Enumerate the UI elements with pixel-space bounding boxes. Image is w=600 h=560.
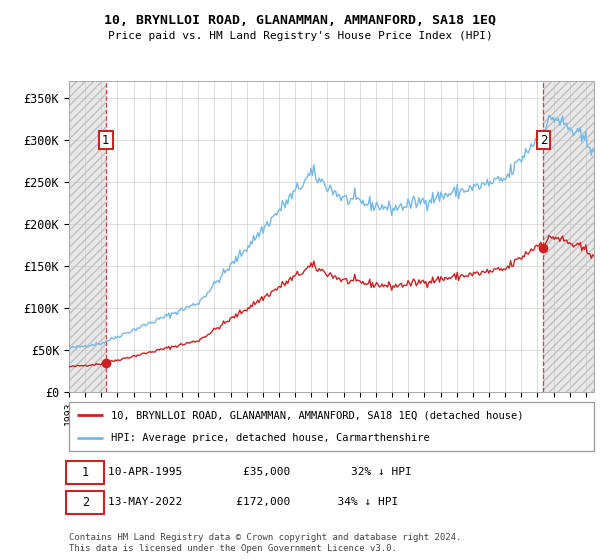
- Text: 1: 1: [82, 466, 89, 479]
- Bar: [69, 81, 106, 392]
- Text: 1: 1: [102, 133, 110, 147]
- Bar: [69, 81, 106, 392]
- Text: Contains HM Land Registry data © Crown copyright and database right 2024.
This d: Contains HM Land Registry data © Crown c…: [69, 533, 461, 553]
- FancyBboxPatch shape: [67, 461, 104, 484]
- Text: 10-APR-1995         £35,000         32% ↓ HPI: 10-APR-1995 £35,000 32% ↓ HPI: [109, 468, 412, 477]
- Text: 2: 2: [82, 496, 89, 509]
- Text: 2: 2: [539, 133, 547, 147]
- Text: 10, BRYNLLOI ROAD, GLANAMMAN, AMMANFORD, SA18 1EQ (detached house): 10, BRYNLLOI ROAD, GLANAMMAN, AMMANFORD,…: [111, 410, 523, 421]
- Bar: [544, 81, 594, 392]
- FancyBboxPatch shape: [69, 402, 594, 451]
- Text: 10, BRYNLLOI ROAD, GLANAMMAN, AMMANFORD, SA18 1EQ: 10, BRYNLLOI ROAD, GLANAMMAN, AMMANFORD,…: [104, 14, 496, 27]
- Text: 13-MAY-2022        £172,000       34% ↓ HPI: 13-MAY-2022 £172,000 34% ↓ HPI: [109, 497, 398, 507]
- FancyBboxPatch shape: [67, 491, 104, 514]
- Text: Price paid vs. HM Land Registry's House Price Index (HPI): Price paid vs. HM Land Registry's House …: [107, 31, 493, 41]
- Text: HPI: Average price, detached house, Carmarthenshire: HPI: Average price, detached house, Carm…: [111, 433, 430, 444]
- Bar: [544, 81, 594, 392]
